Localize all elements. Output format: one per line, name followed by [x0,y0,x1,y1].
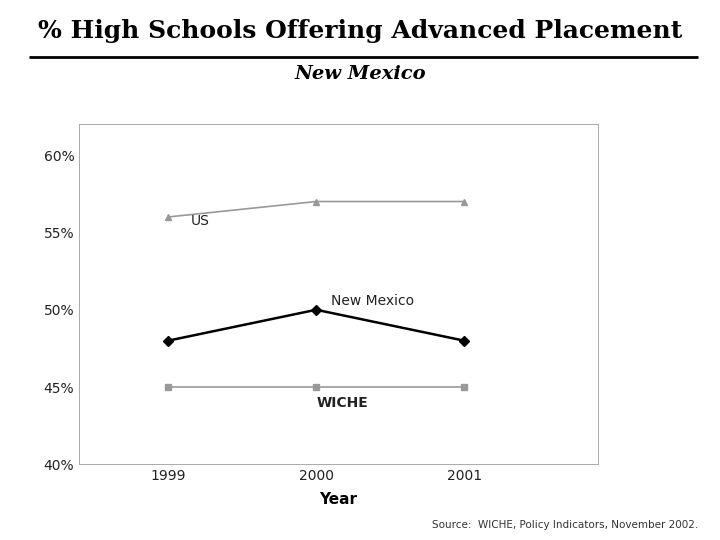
Text: US: US [190,214,210,228]
Text: % High Schools Offering Advanced Placement: % High Schools Offering Advanced Placeme… [38,19,682,43]
X-axis label: Year: Year [320,491,357,507]
Text: New Mexico: New Mexico [294,65,426,83]
Text: Source:  WICHE, Policy Indicators, November 2002.: Source: WICHE, Policy Indicators, Novemb… [432,520,698,530]
Text: New Mexico: New Mexico [331,294,414,308]
Text: WICHE: WICHE [316,396,368,410]
